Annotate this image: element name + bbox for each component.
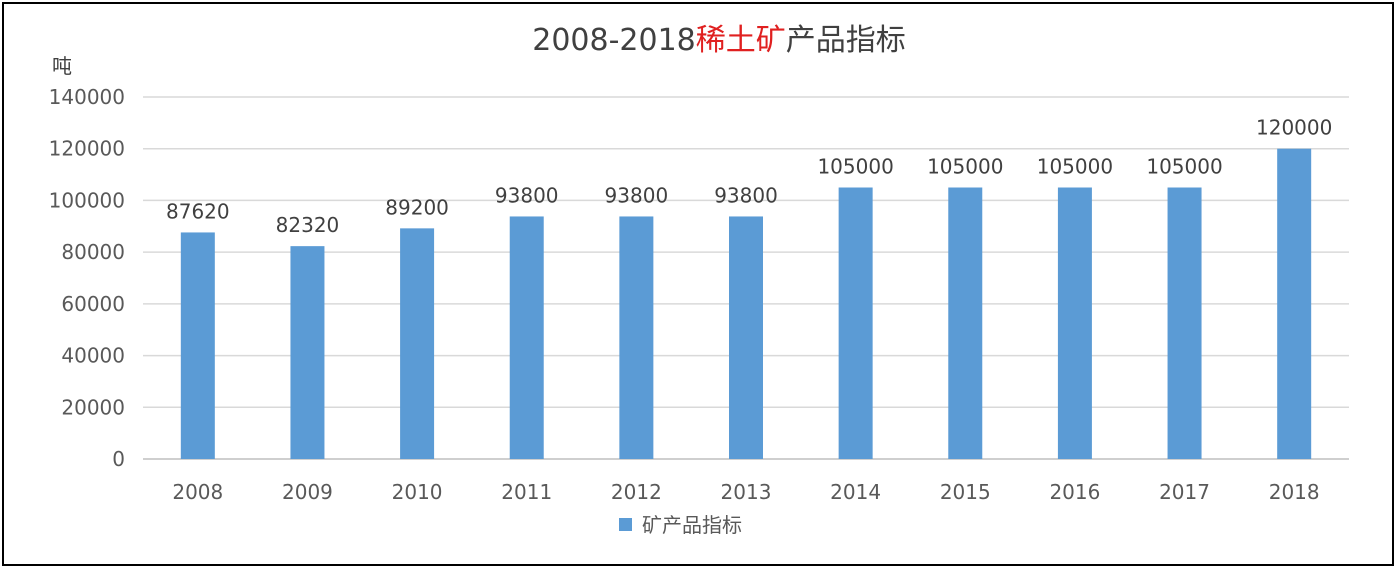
legend-label: 矿产品指标 — [642, 513, 742, 537]
y-tick-label: 40000 — [61, 344, 125, 368]
bar — [619, 216, 654, 459]
y-tick-label: 0 — [112, 447, 125, 471]
y-tick-label: 80000 — [61, 240, 125, 264]
bar — [1057, 187, 1092, 459]
data-labels: 87620 82320 89200 93800 93800 93800 105000 1050… — [166, 116, 1332, 237]
data-label: 93800 — [495, 183, 559, 207]
chart-title-part: 2008-2018 — [532, 23, 696, 58]
data-label: 93800 — [714, 183, 778, 207]
chart-title: 2008-2018稀土矿产品指标 — [532, 23, 906, 58]
x-tick-label: 2017 — [1159, 480, 1210, 504]
bar — [1277, 148, 1312, 459]
data-label: 89200 — [385, 195, 449, 219]
x-axis-ticks: 2008 2009 2010 2011 2012 2013 2014 2015 2016 2017… — [172, 480, 1319, 504]
chart-title-part: 产品指标 — [786, 23, 906, 58]
y-tick-label: 60000 — [61, 292, 125, 316]
data-label: 105000 — [1037, 155, 1113, 179]
data-label: 93800 — [605, 183, 669, 207]
legend: 矿产品指标 — [619, 513, 742, 537]
bar — [290, 246, 325, 459]
x-tick-label: 2014 — [830, 480, 881, 504]
y-axis-ticks: 0 20000 40000 60000 80000 100000 120000 140000 — [49, 85, 125, 471]
x-tick-label: 2010 — [392, 480, 443, 504]
bar — [1167, 187, 1202, 459]
bar — [948, 187, 983, 459]
data-label: 105000 — [1146, 155, 1222, 179]
y-axis-unit-label: 吨 — [52, 54, 72, 78]
data-label: 120000 — [1256, 116, 1332, 140]
x-tick-label: 2012 — [611, 480, 662, 504]
bar — [400, 228, 435, 459]
data-label: 105000 — [927, 155, 1003, 179]
y-tick-label: 20000 — [61, 395, 125, 419]
x-tick-label: 2008 — [172, 480, 223, 504]
x-tick-label: 2016 — [1049, 480, 1100, 504]
x-tick-label: 2018 — [1269, 480, 1320, 504]
legend-swatch — [619, 518, 632, 531]
bars — [180, 148, 1312, 459]
bar — [838, 187, 873, 459]
x-tick-label: 2011 — [501, 480, 552, 504]
data-label: 105000 — [817, 155, 893, 179]
y-tick-label: 120000 — [49, 137, 125, 161]
bar — [729, 216, 763, 459]
y-tick-label: 140000 — [49, 85, 125, 109]
y-tick-label: 100000 — [49, 188, 125, 212]
x-tick-label: 2015 — [940, 480, 991, 504]
bar — [509, 216, 544, 459]
data-label: 87620 — [166, 199, 230, 223]
x-tick-label: 2013 — [721, 480, 772, 504]
data-label: 82320 — [276, 213, 340, 237]
x-tick-label: 2009 — [282, 480, 333, 504]
chart-title-part: 稀土矿 — [696, 23, 786, 58]
bar — [180, 232, 215, 459]
